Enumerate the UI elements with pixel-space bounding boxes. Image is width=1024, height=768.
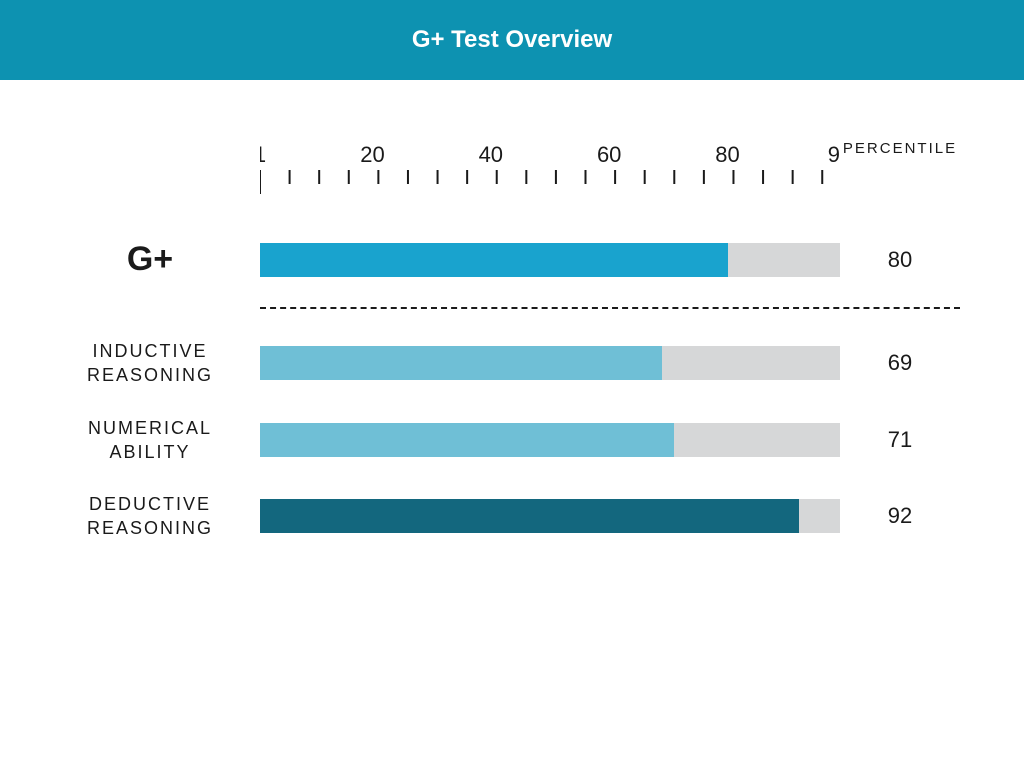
- page-title: G+ Test Overview: [412, 26, 612, 54]
- subscore-bar-fill: [260, 423, 674, 457]
- subscore-label: NUMERICALABILITY: [60, 416, 260, 465]
- primary-bar-fill: [260, 243, 728, 277]
- subscore-row: DEDUCTIVEREASONING 92: [60, 492, 964, 541]
- axis-ruler: 1 20 40 60 80 99: [260, 140, 840, 200]
- subscore-value: 71: [840, 427, 960, 453]
- axis-row: 1 20 40 60 80 99 PERCENTILE: [60, 140, 964, 200]
- subscore-label: INDUCTIVEREASONING: [60, 339, 260, 388]
- subscore-label-line: DEDUCTIVE: [60, 492, 240, 516]
- subscore-row: NUMERICALABILITY 71: [60, 416, 964, 465]
- header-banner: G+ Test Overview: [0, 0, 1024, 80]
- subscore-value: 69: [840, 350, 960, 376]
- subscore-label: DEDUCTIVEREASONING: [60, 492, 260, 541]
- axis-tick-label: 60: [597, 142, 621, 167]
- subscore-value: 92: [840, 503, 960, 529]
- primary-value: 80: [840, 247, 960, 273]
- primary-bar-track: [260, 243, 840, 277]
- subscore-label-line: REASONING: [60, 363, 240, 387]
- axis-tick-label: 99: [828, 142, 840, 167]
- axis-tick-label: 1: [260, 142, 266, 167]
- axis-tick-label: 80: [715, 142, 739, 167]
- subscore-label-line: REASONING: [60, 516, 240, 540]
- subscore-label-line: INDUCTIVE: [60, 339, 240, 363]
- subscore-row: INDUCTIVEREASONING 69: [60, 339, 964, 388]
- subscore-bar-fill: [260, 499, 799, 533]
- primary-label: G+: [60, 240, 260, 279]
- chart-area: 12040608099 PERCENTILE G+ 80 INDUCTIVERE…: [0, 80, 1024, 541]
- axis-tick-label: 20: [360, 142, 384, 167]
- axis-tick-label: 40: [479, 142, 503, 167]
- axis-label: PERCENTILE: [840, 140, 960, 157]
- subscore-label-line: ABILITY: [60, 440, 240, 464]
- subscore-bar-fill: [260, 346, 662, 380]
- subscores-list: INDUCTIVEREASONING69NUMERICALABILITY71DE…: [60, 339, 964, 541]
- primary-row: G+ 80: [60, 240, 964, 279]
- subscore-bar-track: [260, 499, 840, 533]
- section-divider: [260, 307, 960, 309]
- subscore-label-line: NUMERICAL: [60, 416, 240, 440]
- subscore-bar-track: [260, 423, 840, 457]
- subscore-bar-track: [260, 346, 840, 380]
